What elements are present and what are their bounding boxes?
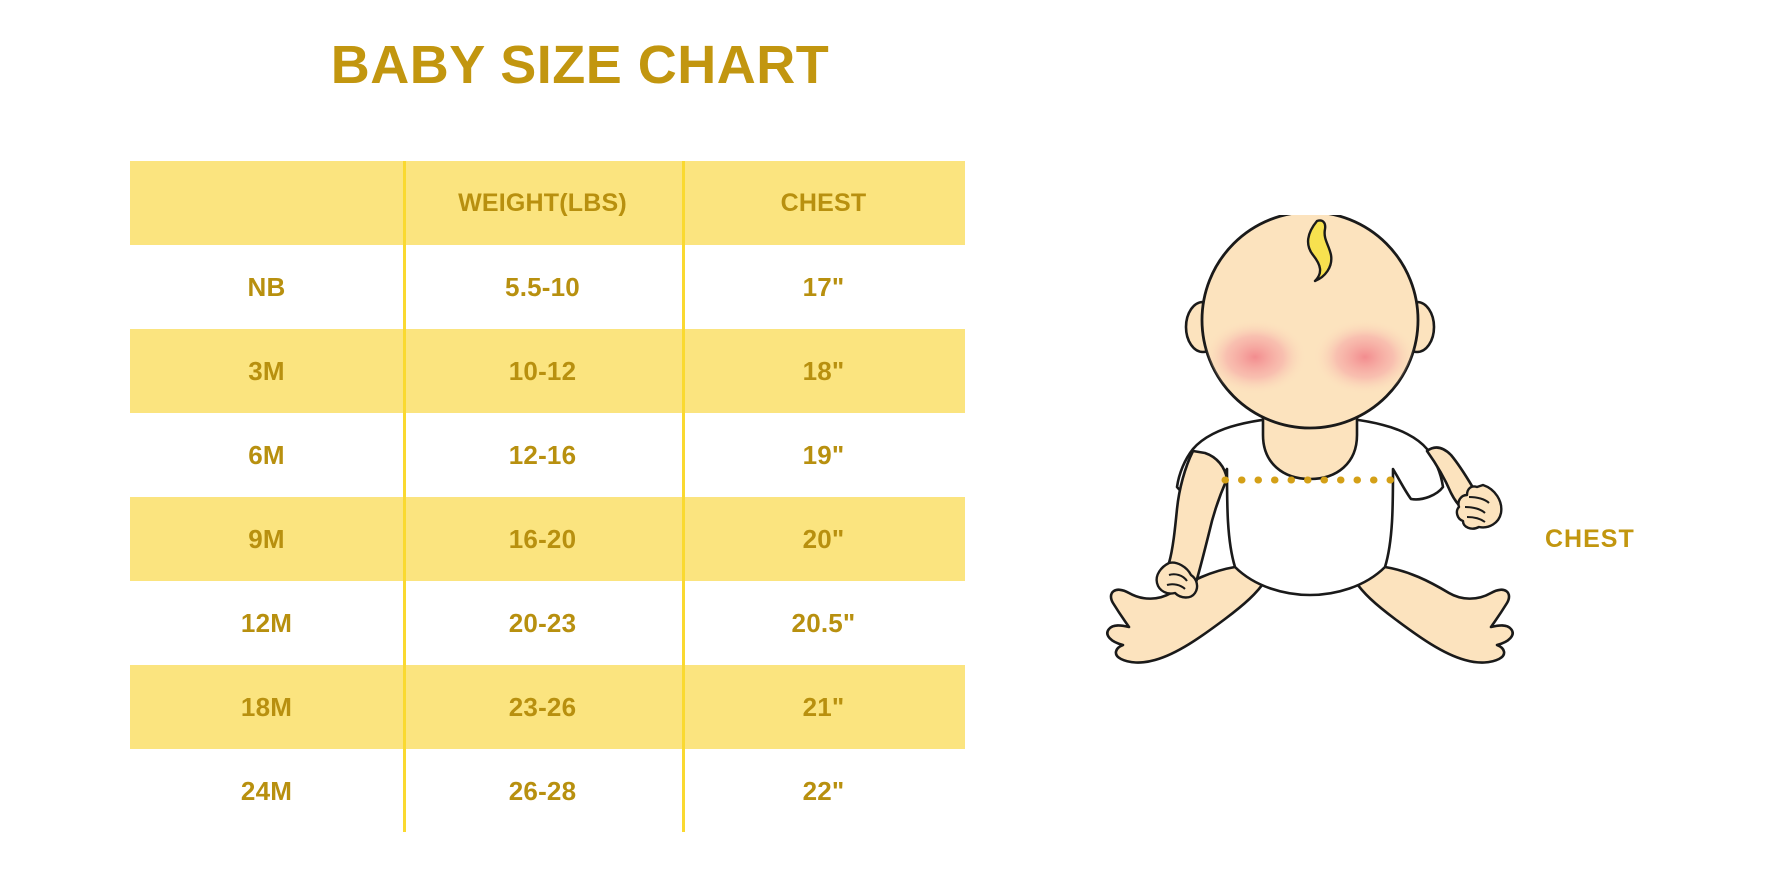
cell-chest: 20" [802, 524, 845, 554]
cell-weight: 16-20 [508, 524, 577, 554]
cell-size: 18M [240, 692, 293, 722]
table-row: 9M 16-20 20" [130, 497, 965, 581]
baby-left-leg [1106, 565, 1267, 664]
table-header-row: WEIGHT(LBS) CHEST [130, 161, 965, 245]
cell-chest: 17" [802, 272, 845, 302]
column-header-chest: CHEST [780, 188, 867, 217]
cell-weight: 26-28 [508, 776, 577, 806]
cell-chest: 20.5" [791, 608, 856, 638]
cell-weight: 12-16 [508, 440, 577, 470]
cell-chest: 22" [802, 776, 845, 806]
baby-right-cheek [1313, 319, 1417, 395]
baby-size-table: WEIGHT(LBS) CHEST NB 5.5-10 17" 3M 10-12… [130, 161, 965, 833]
table-row: 6M 12-16 19" [130, 413, 965, 497]
cell-chest: 19" [802, 440, 845, 470]
baby-head [1200, 215, 1420, 430]
cell-size: 9M [248, 524, 285, 554]
cell-weight: 10-12 [508, 356, 577, 386]
column-divider-line [403, 161, 406, 832]
baby-hair-curl-icon [1306, 219, 1333, 283]
table-row: NB 5.5-10 17" [130, 245, 965, 329]
cell-size: 24M [240, 776, 293, 806]
baby-right-arm [1425, 446, 1503, 530]
cell-size: NB [247, 272, 286, 302]
table-row: 12M 20-23 20.5" [130, 581, 965, 665]
cell-size: 3M [248, 356, 285, 386]
cell-weight: 23-26 [508, 692, 577, 722]
column-header-weight: WEIGHT(LBS) [458, 188, 627, 217]
cell-size: 12M [240, 608, 293, 638]
cell-chest: 18" [802, 356, 845, 386]
baby-right-leg [1353, 565, 1514, 664]
baby-left-cheek [1203, 319, 1307, 395]
table-row: 3M 10-12 18" [130, 329, 965, 413]
column-divider-line [682, 161, 685, 832]
cell-chest: 21" [802, 692, 845, 722]
chest-label: CHEST [1545, 525, 1635, 553]
cell-size: 6M [248, 440, 285, 470]
cell-weight: 5.5-10 [505, 272, 580, 302]
cell-weight: 20-23 [508, 608, 577, 638]
table-row: 24M 26-28 22" [130, 749, 965, 833]
baby-left-arm [1155, 449, 1229, 599]
baby-illustration [1106, 215, 1514, 664]
table-row: 18M 23-26 21" [130, 665, 965, 749]
page-title: BABY SIZE CHART [330, 35, 830, 95]
